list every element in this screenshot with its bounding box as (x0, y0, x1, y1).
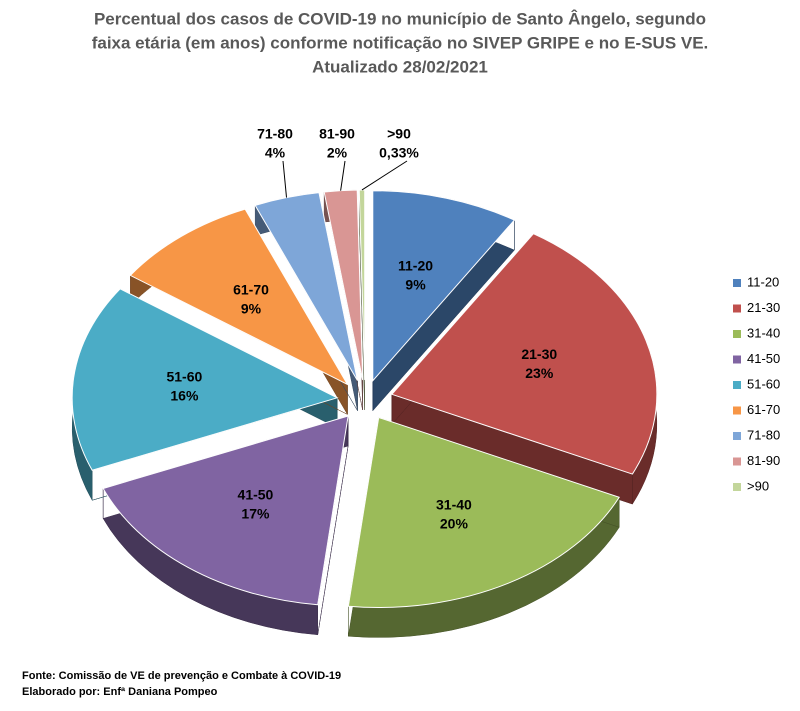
legend-label: 61-70 (747, 402, 780, 417)
legend-swatch (733, 483, 741, 491)
data-label: 9% (405, 277, 426, 293)
slice-tops (71, 189, 658, 608)
legend-label: 11-20 (747, 274, 779, 289)
slice (347, 416, 620, 608)
legend-swatch (733, 381, 741, 389)
slice (71, 288, 339, 471)
legend-swatch (733, 406, 741, 415)
legend-label: >90 (747, 478, 769, 493)
credit-note: Elaborado por: Enfª Daniana Pompeo (22, 686, 218, 698)
chart-title: Atualizado 28/02/2021 (312, 57, 488, 76)
legend-label: 31-40 (747, 325, 780, 340)
leader-line (361, 160, 408, 191)
data-label-category: 41-50 (238, 487, 274, 503)
data-label-category: 21-30 (521, 346, 557, 362)
data-label-category: 61-70 (233, 281, 269, 297)
source-note: Fonte: Comissão de VE de prevenção e Com… (22, 670, 341, 682)
legend-swatch (733, 330, 741, 338)
data-label-category: 71-80 (257, 126, 293, 142)
slice (358, 189, 366, 380)
data-label: 0,33% (379, 145, 419, 161)
legend-swatch (733, 457, 741, 466)
data-label-category: >90 (387, 126, 411, 142)
legend-label: 51-60 (747, 376, 780, 391)
data-label: 17% (241, 506, 270, 522)
slice (372, 190, 516, 383)
data-label: 23% (525, 365, 554, 381)
slice-labels: 11-20 9% 21-30 23% 31-40 20% 41-50 17% 51-60 16% 6… (166, 126, 557, 532)
slice (323, 189, 364, 381)
data-label-category: 51-60 (166, 368, 202, 384)
legend-swatch (733, 432, 741, 440)
data-label-category: 11-20 (398, 258, 433, 274)
leader-line (340, 160, 346, 191)
data-label: 9% (241, 300, 262, 316)
data-label: 4% (265, 145, 286, 161)
leader-line (282, 160, 288, 198)
slice (254, 192, 358, 381)
data-label-category: 81-90 (319, 126, 355, 142)
data-label: 16% (170, 387, 199, 403)
chart-title: Percentual dos casos de COVID-19 no muni… (94, 9, 706, 28)
legend-swatch (733, 279, 741, 287)
slice (390, 233, 658, 475)
legend-swatch (733, 355, 741, 364)
legend-label: 21-30 (747, 300, 780, 315)
chart-title: faixa etária (em anos) conforme notifica… (92, 33, 709, 52)
data-label: 2% (327, 145, 348, 161)
legend-label: 71-80 (747, 427, 780, 442)
slice (129, 208, 349, 386)
legend-label: 41-50 (747, 351, 780, 366)
slice (102, 415, 349, 606)
data-label-category: 31-40 (436, 496, 472, 512)
legend-label: 81-90 (747, 453, 780, 468)
data-label: 20% (440, 515, 469, 531)
legend-swatch (733, 304, 741, 313)
